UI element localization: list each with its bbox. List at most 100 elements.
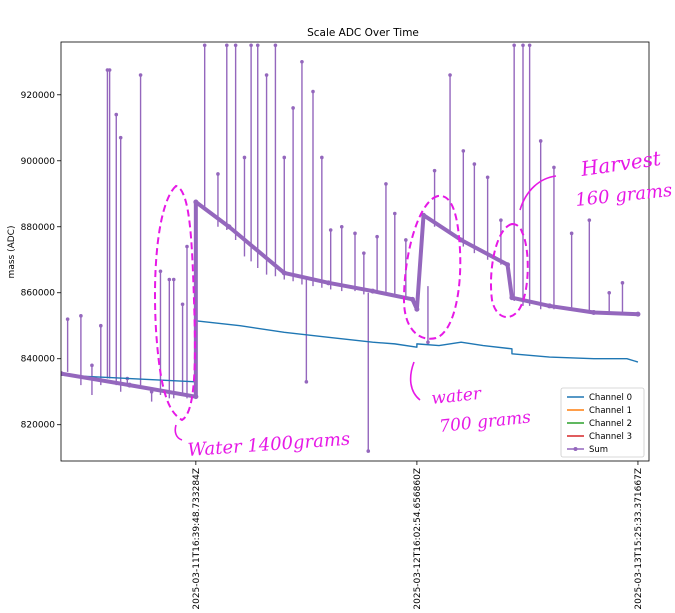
sum-spike-marker <box>114 112 119 117</box>
legend-marker-sum <box>573 447 578 451</box>
sum-spike-marker <box>328 228 333 232</box>
plot-frame <box>60 41 650 462</box>
sum-drop-marker <box>304 380 309 384</box>
annotation-circle-water-1400 <box>153 184 196 422</box>
sum-spike-marker <box>552 165 556 170</box>
legend-label-channel-3: Channel 3 <box>589 432 632 442</box>
sum-point <box>421 212 427 218</box>
legend-label-channel-0: Channel 0 <box>589 393 632 403</box>
sum-spike-marker <box>353 231 357 236</box>
sum-spike-marker <box>107 68 112 72</box>
x-tick-label: 2025-03-13T15:25:33.371667Z <box>634 468 644 610</box>
sum-spike-marker <box>242 155 247 160</box>
sum-spike-marker <box>311 89 315 94</box>
sum-spike-marker <box>527 43 532 48</box>
x-axis: 2025-03-11T16:39:48.733284Z 2025-03-12T16… <box>192 461 644 610</box>
sum-spike-marker <box>512 43 516 48</box>
sum-spike-marker <box>249 43 253 48</box>
sum-spike-marker <box>362 251 366 255</box>
y-tick-label: 880000 <box>21 223 56 233</box>
sum-point <box>193 199 199 205</box>
legend-label-channel-2: Channel 2 <box>589 419 632 429</box>
sum-spike-marker <box>158 269 163 274</box>
sum-spike-marker <box>90 363 94 368</box>
sum-spike-marker <box>167 277 172 282</box>
sum-spike-marker <box>521 43 525 48</box>
sum-spike-marker <box>118 135 123 140</box>
annotation-hook-700 <box>409 361 421 401</box>
sum-point <box>325 280 331 286</box>
sum-spike-marker <box>485 175 490 180</box>
sum-spike-marker <box>171 277 176 282</box>
chart-title: Scale ADC Over Time <box>307 27 419 39</box>
sum-spike-marker <box>264 73 269 77</box>
legend-label-channel-1: Channel 1 <box>589 406 632 416</box>
y-tick-label: 920000 <box>21 91 56 101</box>
sum-spike-marker <box>607 290 612 295</box>
sum-spike-marker <box>499 218 503 222</box>
sum-spike-marker <box>384 182 388 186</box>
sum-spike-marker <box>375 234 379 239</box>
sum-spike-marker <box>569 231 574 236</box>
sum-spike-marker <box>392 211 397 216</box>
sum-drop-marker <box>366 449 371 453</box>
sum-spike-marker <box>255 43 260 48</box>
annotation-water-1400: Water 1400grams <box>187 429 351 461</box>
legend-label-sum: Sum <box>589 445 608 455</box>
y-tick-label: 900000 <box>21 157 56 167</box>
series-line-channel-0 <box>61 320 639 383</box>
sum-point <box>635 311 641 317</box>
sum-spike-marker <box>300 59 304 64</box>
y-tick-label: 840000 <box>21 355 56 365</box>
sum-spike-marker <box>233 43 238 48</box>
sum-spike-marker <box>282 155 287 160</box>
sum-point <box>193 394 199 400</box>
y-tick-label: 860000 <box>21 289 56 299</box>
sum-spike-marker <box>180 302 185 307</box>
series-line-sum <box>61 200 639 399</box>
annotation-harvest-line1: Harvest <box>578 146 663 181</box>
sum-point <box>505 262 511 268</box>
plot-area <box>61 43 641 453</box>
y-axis: 820000 840000 860000 880000 900000 920000 <box>21 91 61 431</box>
y-tick-label: 820000 <box>21 421 56 431</box>
sum-spike-marker <box>404 238 408 242</box>
sum-point <box>547 303 553 309</box>
sum-spike-marker <box>224 43 229 48</box>
sum-point <box>370 288 376 294</box>
sum-point <box>414 306 420 312</box>
annotation-circle-water-700 <box>402 194 462 340</box>
sum-spike-marker <box>79 314 83 318</box>
sum-spike-marker <box>587 218 592 222</box>
sum-point <box>409 296 415 302</box>
sum-spike-marker <box>432 168 437 173</box>
sum-spike-marker <box>291 106 295 110</box>
sum-spike-marker <box>320 155 324 160</box>
annotation-water-700-line1: water <box>430 384 482 409</box>
annotation-circle-harvest <box>490 222 529 318</box>
sum-spike-marker <box>448 73 452 77</box>
sum-point <box>509 295 515 301</box>
sum-spike-marker <box>273 43 278 48</box>
sum-spike-marker <box>538 139 543 143</box>
annotation-water-700-line2: 700 grams <box>438 407 532 437</box>
annotation-hook-1400 <box>174 424 183 441</box>
sum-spike-marker <box>472 162 477 166</box>
sum-spike-marker <box>98 323 103 328</box>
sum-point <box>127 382 133 388</box>
sum-point <box>591 310 597 316</box>
x-tick-label: 2025-03-12T16:02:54.656860Z <box>413 468 423 610</box>
x-tick-label: 2025-03-11T16:39:48.733284Z <box>192 468 202 610</box>
sum-spike-marker <box>138 73 143 77</box>
legend-box <box>560 387 645 458</box>
legend: Channel 0 Channel 1 Channel 2 Channel 3 … <box>560 387 645 458</box>
sum-point <box>61 371 64 377</box>
annotation-harvest-line2: 160 grams <box>574 180 673 211</box>
y-axis-label: mass (ADC) <box>7 226 17 279</box>
annotation-hook-harvest <box>519 175 557 211</box>
sum-spike-marker <box>216 172 220 176</box>
sum-spike-marker <box>202 43 207 48</box>
sum-point <box>281 270 287 276</box>
sum-point <box>226 224 232 230</box>
